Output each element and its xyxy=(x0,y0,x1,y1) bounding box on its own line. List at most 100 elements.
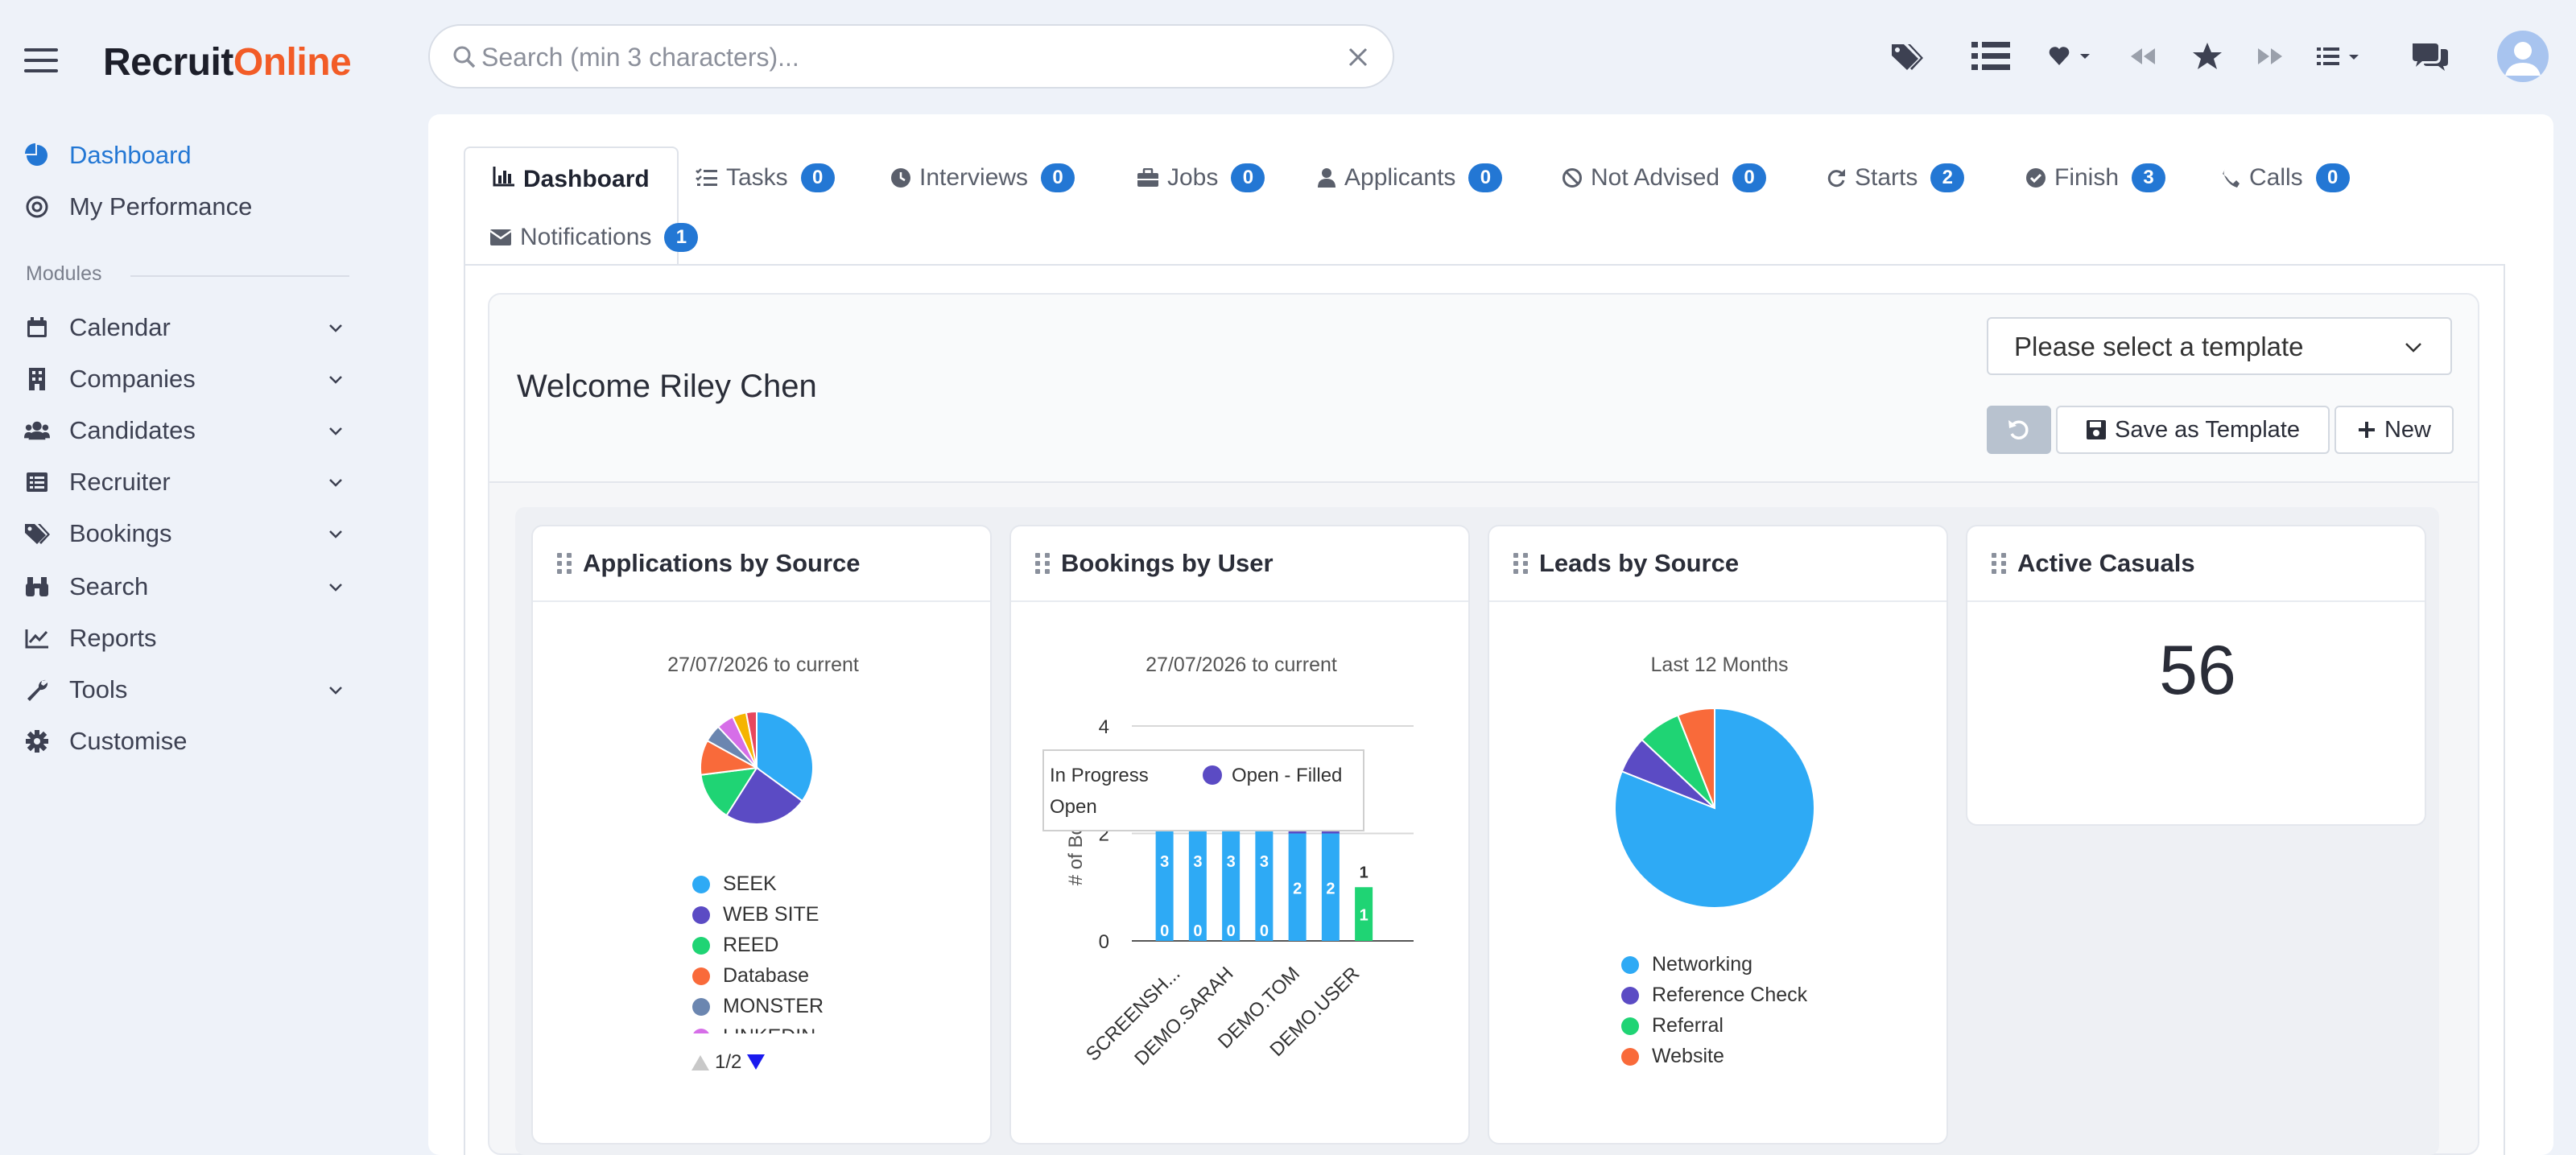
user-avatar[interactable] xyxy=(2497,31,2549,82)
count-badge: 2 xyxy=(1930,163,1965,192)
phone-icon xyxy=(2222,167,2241,188)
forward-icon[interactable] xyxy=(2256,32,2285,80)
star-icon[interactable] xyxy=(2191,32,2223,80)
legend-next-arrow-icon[interactable] xyxy=(746,1054,766,1071)
legend-label[interactable]: Open - Filled xyxy=(1232,765,1342,786)
legend-item[interactable]: LINKEDIN xyxy=(692,1025,815,1033)
check-circle-icon xyxy=(2025,167,2046,188)
sidebar-item-tools[interactable]: Tools xyxy=(24,670,346,710)
widget-bookings-by-user: Bookings by User 27/07/2026 to current 0… xyxy=(1009,525,1470,1145)
menu-list-dropdown-icon[interactable] xyxy=(2317,32,2362,80)
hamburger-menu-icon[interactable] xyxy=(24,48,58,72)
tab-interviews[interactable]: Interviews 0 xyxy=(890,148,1075,208)
count-badge: 0 xyxy=(1231,163,1265,192)
sidebar-item-label: Companies xyxy=(69,365,196,393)
tab-calls[interactable]: Calls 0 xyxy=(2222,148,2350,208)
sidebar-item-companies[interactable]: Companies xyxy=(24,359,346,399)
redo-icon xyxy=(1826,167,1847,188)
tab-tasks[interactable]: Tasks 0 xyxy=(696,148,835,208)
search-input[interactable] xyxy=(481,37,1286,77)
applications-slice-other-2[interactable] xyxy=(745,710,758,769)
tag-icon[interactable] xyxy=(1887,32,1927,80)
sidebar-item-dashboard[interactable]: Dashboard xyxy=(24,135,346,175)
tab-jobs[interactable]: Jobs 0 xyxy=(1137,148,1265,208)
widget-leads-by-source: Leads by Source Last 12 Months Networkin… xyxy=(1488,525,1948,1145)
sidebar-item-calendar[interactable]: Calendar xyxy=(24,307,346,348)
favourites-dropdown-icon[interactable] xyxy=(2048,32,2095,80)
tab-label: Finish xyxy=(2054,164,2120,191)
logo[interactable]: RecruitOnline xyxy=(103,40,352,85)
legend-item[interactable]: Referral xyxy=(1621,1014,1724,1037)
sidebar-item-label: Tools xyxy=(69,675,128,703)
new-button[interactable]: New xyxy=(2334,406,2454,454)
sidebar-item-recruiter[interactable]: Recruiter xyxy=(24,462,346,502)
widget-title: Leads by Source xyxy=(1539,549,1740,577)
legend-label: Website xyxy=(1652,1045,1724,1067)
legend-item[interactable]: Website xyxy=(1621,1045,1724,1068)
tab-applicants[interactable]: Applicants 0 xyxy=(1317,148,1503,208)
legend-page-indicator: 1/2 xyxy=(715,1051,742,1073)
floppy-disk-icon xyxy=(2086,419,2107,440)
tab-label: Notifications xyxy=(520,224,652,250)
leads-slice-networking[interactable] xyxy=(1614,707,1815,909)
gear-icon xyxy=(24,728,50,754)
sidebar-item-label: My Performance xyxy=(69,192,253,221)
legend-label: Networking xyxy=(1652,953,1753,976)
divider xyxy=(130,275,349,277)
save-as-template-button[interactable]: Save as Template xyxy=(2056,406,2330,454)
undo-button[interactable] xyxy=(1987,406,2051,454)
legend-label: LINKEDIN xyxy=(723,1025,815,1033)
legend-label[interactable]: Open xyxy=(1050,796,1097,818)
legend-label: SEEK xyxy=(723,872,777,895)
applications-slice-seek[interactable] xyxy=(756,710,814,802)
legend-item[interactable]: SEEK xyxy=(692,872,777,896)
legend-swatch xyxy=(692,967,710,985)
sidebar-item-reports[interactable]: Reports xyxy=(24,618,346,658)
bar-segment[interactable] xyxy=(1288,833,1307,942)
back-icon[interactable] xyxy=(2128,32,2157,80)
legend-label: REED xyxy=(723,934,779,956)
legend-prev-arrow-icon[interactable] xyxy=(691,1054,710,1071)
template-select[interactable]: Please select a template xyxy=(1987,317,2452,375)
clear-search-icon[interactable] xyxy=(1346,45,1370,73)
tab-notifications[interactable]: Notifications 1 xyxy=(489,208,699,267)
legend-label: WEB SITE xyxy=(723,903,819,926)
drag-handle-icon[interactable] xyxy=(557,553,572,574)
legend-item[interactable]: Database xyxy=(692,964,809,988)
tab-label: Applicants xyxy=(1344,164,1456,191)
drag-handle-icon[interactable] xyxy=(1035,553,1050,574)
applications-slice-web-site[interactable] xyxy=(725,766,804,825)
sidebar-item-search[interactable]: Search xyxy=(24,567,346,607)
legend-swatch xyxy=(1621,1017,1639,1035)
sidebar-item-customise[interactable]: Customise xyxy=(24,721,346,761)
tab-finish[interactable]: Finish 3 xyxy=(2025,148,2166,208)
legend-item[interactable]: Reference Check xyxy=(1621,984,1807,1007)
list-view-icon[interactable] xyxy=(1971,32,2011,80)
legend-label: MONSTER xyxy=(723,995,824,1017)
tab-not-advised[interactable]: Not Advised 0 xyxy=(1562,148,1767,208)
applications-slice-reed[interactable] xyxy=(700,766,758,817)
sidebar-item-my-performance[interactable]: My Performance xyxy=(24,187,346,227)
sidebar-item-bookings[interactable]: Bookings xyxy=(24,514,346,554)
leads-slice-website[interactable] xyxy=(1677,707,1715,809)
bar-segment[interactable] xyxy=(1355,887,1373,941)
bar-data-label: 3 xyxy=(1160,853,1169,871)
bar-data-label: 3 xyxy=(1260,853,1269,871)
widget-header: Applications by Source xyxy=(533,526,990,602)
legend-item[interactable]: REED xyxy=(692,934,778,957)
bar-segment[interactable] xyxy=(1321,833,1340,942)
leads-legend: Networking Reference Check Referral Website xyxy=(1489,953,1946,1082)
tab-starts[interactable]: Starts 2 xyxy=(1826,148,1965,208)
drag-handle-icon[interactable] xyxy=(1513,553,1528,574)
chat-icon[interactable] xyxy=(2410,32,2450,80)
drag-handle-icon[interactable] xyxy=(1992,553,2006,574)
sidebar-item-candidates[interactable]: Candidates xyxy=(24,410,346,451)
applications-pie-chart xyxy=(700,710,814,825)
legend-item[interactable]: Networking xyxy=(1621,953,1752,976)
legend-label[interactable]: In Progress xyxy=(1050,765,1149,786)
tab-dashboard[interactable]: Dashboard xyxy=(464,146,679,266)
bar-zero-label: 0 xyxy=(1227,922,1236,940)
line-chart-icon xyxy=(24,625,50,651)
legend-item[interactable]: WEB SITE xyxy=(692,903,819,926)
legend-item[interactable]: MONSTER xyxy=(692,995,824,1018)
